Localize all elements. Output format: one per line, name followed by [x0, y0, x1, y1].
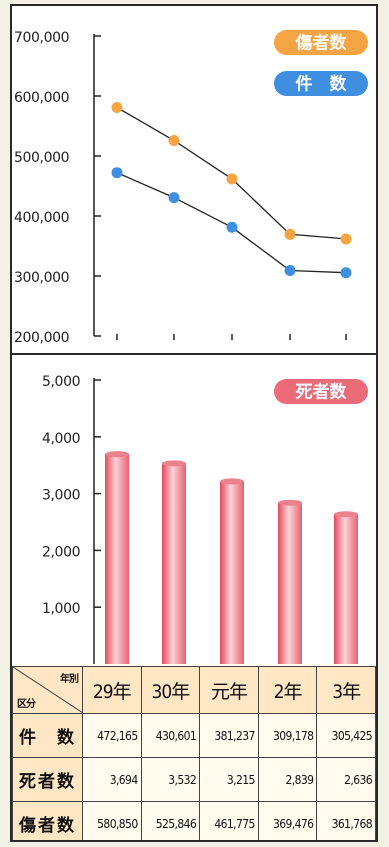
- column-header-2: 2年: [257, 666, 318, 714]
- line-point: [340, 233, 352, 245]
- column-header-30: 30年: [140, 666, 201, 714]
- line-chart-y-tick-label: 300,000: [14, 270, 69, 286]
- legend-injured-badge: [274, 30, 368, 55]
- table-cell: 430,601: [140, 713, 201, 758]
- chart-area: 200,000 300,000 400,000 500,000 600,000 700,0…: [12, 30, 376, 664]
- row-label-cases: 件 数: [12, 713, 83, 758]
- line-point: [168, 192, 180, 204]
- bar-top-cap: [162, 460, 186, 467]
- table-cell: 361,768: [316, 801, 376, 840]
- corner-year-label: 年別: [60, 674, 79, 685]
- line-point: [284, 264, 296, 276]
- line-chart-y-tick-label: 200,000: [14, 330, 69, 346]
- table-row-deaths: 死者数 3,694 3,532 3,215 2,839 2,636: [12, 757, 376, 802]
- row-label-injured: 傷者数: [12, 801, 83, 840]
- line-chart-y-tick-label: 400,000: [14, 210, 69, 226]
- bar-chart-y-tick-label: 4,000: [42, 431, 80, 447]
- line-point: [340, 267, 352, 279]
- legend-cases-badge: [274, 71, 368, 96]
- bar-2: [162, 463, 186, 664]
- table-cell: 2,839: [257, 757, 318, 802]
- bar-top-cap: [105, 451, 129, 458]
- bar-4: [278, 502, 302, 664]
- corner-diagonal: [13, 667, 83, 713]
- data-table: 年別 区分 29年 30年 元年 2年 3年 件 数 472,165 430,6…: [12, 666, 376, 840]
- table-cell: 580,850: [82, 801, 142, 840]
- line-point: [111, 167, 123, 179]
- column-header-gannen: 元年: [199, 666, 259, 714]
- line-chart-y-tick-label: 600,000: [14, 90, 69, 106]
- table-cell: 461,775: [199, 801, 259, 840]
- table-cell: 472,165: [82, 713, 142, 758]
- corner-category-label: 区分: [17, 699, 36, 710]
- line-chart-y-tick-label: 700,000: [14, 30, 69, 46]
- bar-chart-y-tick-label: 5,000: [42, 374, 80, 390]
- bar-chart-y-tick-label: 2,000: [42, 544, 80, 560]
- table-cell: 3,532: [140, 757, 201, 802]
- column-header-29: 29年: [82, 666, 142, 714]
- table-header-row: 年別 区分 29年 30年 元年 2年 3年: [12, 666, 376, 714]
- table-cell: 381,237: [199, 713, 259, 758]
- bar-top-cap: [278, 499, 302, 506]
- line-point: [111, 101, 123, 113]
- table-cell: 309,178: [257, 713, 318, 758]
- table-corner-cell: 年別 区分: [12, 666, 83, 714]
- line-chart-y-tick-label: 500,000: [14, 150, 69, 166]
- bar-chart-y-tick-label: 1,000: [42, 601, 80, 617]
- bar-top-cap: [334, 511, 358, 518]
- bar-chart-y-tick-label: 3,000: [42, 488, 80, 504]
- bar-3: [220, 481, 244, 664]
- table-row-injured: 傷者数 580,850 525,846 461,775 369,476 361,…: [12, 801, 376, 840]
- legend-deaths-badge-label: 死者数: [296, 382, 348, 403]
- legend-deaths-badge: [274, 379, 368, 404]
- legend-cases-badge-label: 件 数: [296, 74, 348, 95]
- bar-1: [105, 454, 129, 664]
- line-point: [284, 228, 296, 240]
- statistics-panel: 200,000 300,000 400,000 500,000 600,000 700,0…: [10, 4, 378, 842]
- table-row-cases: 件 数 472,165 430,601 381,237 309,178 305,…: [12, 713, 376, 758]
- line-point: [226, 221, 238, 233]
- line-point: [168, 134, 180, 146]
- table-cell: 2,636: [316, 757, 376, 802]
- table-cell: 525,846: [140, 801, 201, 840]
- bar-5: [334, 514, 358, 664]
- bar-top-cap: [220, 478, 244, 485]
- table-cell: 369,476: [257, 801, 318, 840]
- line-series-1: [116, 106, 347, 240]
- table-cell: 3,694: [82, 757, 142, 802]
- legend-injured-badge-label: 傷者数: [295, 33, 348, 54]
- line-point: [226, 173, 238, 185]
- column-header-3: 3年: [316, 666, 376, 714]
- row-label-deaths: 死者数: [12, 757, 83, 802]
- table-cell: 305,425: [316, 713, 376, 758]
- table-cell: 3,215: [199, 757, 259, 802]
